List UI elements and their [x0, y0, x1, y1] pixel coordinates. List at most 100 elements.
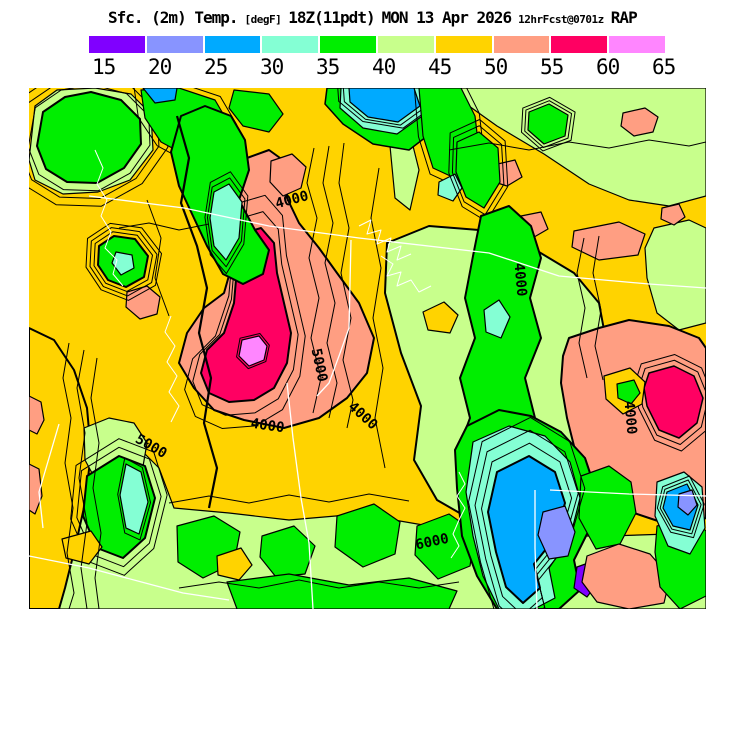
colorbar-tick-label: 45 [428, 55, 452, 79]
green-topleft-peak [36, 91, 142, 184]
salmon-left-sliver [29, 463, 43, 515]
colorbar-segment [89, 36, 145, 53]
green-top-spot [228, 89, 284, 133]
green-left-peak-contour-ring [93, 231, 154, 292]
colorbar-tick-label: 50 [484, 55, 508, 79]
green-bottom-blob [414, 513, 476, 580]
geographic-boundary-line [549, 489, 706, 497]
geographic-boundary-line [38, 423, 60, 529]
green-bottomleft-peak-contour-ring [76, 446, 162, 568]
colorbar-segment [433, 36, 492, 53]
colorbar-tick-labels: 15 20 25 30 35 40 45 50 55 60 65 [0, 55, 734, 81]
colorbar-tick-label: 35 [316, 55, 340, 79]
periwinkle-patch [537, 505, 576, 560]
crimson-right [643, 365, 704, 439]
colorbar-tick-label: 30 [260, 55, 284, 79]
pink-core [238, 335, 268, 367]
blue-coldpool-contour-ring [468, 416, 586, 609]
elevation-contour-line [576, 237, 588, 379]
gold-speck-center [422, 301, 459, 334]
blue-topcenter-contour-ring [342, 88, 427, 126]
elevation-contour-line [118, 222, 210, 231]
salmon-patch [620, 107, 659, 137]
elevation-contour-label: 4000 [621, 400, 640, 435]
title-segment: 18Z(11pdt) [288, 8, 375, 27]
salmon-patch [660, 203, 686, 226]
crimson-center-contour-ring [192, 211, 299, 416]
colorbar-segment [318, 36, 376, 53]
elevation-contour-line [322, 145, 338, 419]
title-segment: MON 13 Apr 2026 [381, 8, 512, 27]
green-bottomleft-peak-contour-ring [70, 438, 168, 576]
green-bottom-blob [259, 525, 316, 578]
colorbar-tick-label: 60 [596, 55, 620, 79]
elevation-contour-label: 5000 [308, 347, 331, 383]
gold-bottom-patch [216, 547, 253, 581]
geographic-boundary-line [88, 195, 706, 289]
elevation-contour-line [90, 357, 102, 609]
elevation-contour-label: 4000 [250, 416, 286, 437]
green-topleft-peak-contour-ring [29, 88, 151, 192]
elevation-contour-label: 6000 [414, 531, 450, 554]
title-segment: RAP [610, 8, 638, 27]
aqua-band-west-contour-ring [206, 177, 246, 268]
aqua-band-west-contour-ring [204, 171, 249, 275]
salmon-patch [125, 285, 161, 320]
aqua-core [111, 251, 135, 276]
green-band-right [578, 465, 637, 550]
colorbar-segment [375, 36, 434, 53]
salmon-left-sliver [29, 395, 45, 435]
green-mid-blob [455, 131, 501, 209]
colorbar-segment [260, 36, 319, 53]
aqua-speck [483, 299, 511, 339]
green-left-peak-contour-ring [85, 222, 163, 301]
elevation-contour-line [76, 349, 88, 609]
map-title: Sfc. (2m) Temp. [degF] 18Z(11pdt) MON 13 Ap… [108, 8, 638, 27]
geographic-boundary-line [358, 219, 412, 261]
temperature-colorbar [89, 36, 665, 53]
elevation-contour-line [448, 139, 706, 151]
geographic-boundary-line [29, 555, 230, 601]
colorbar-tick-label: 65 [652, 55, 676, 79]
crimson-center-contour-ring [184, 194, 306, 429]
geographic-boundary-line [450, 471, 466, 559]
geographic-boundary-line [316, 239, 352, 397]
green-topright-blob [527, 103, 569, 145]
green-mid-blob-contour-ring [451, 125, 505, 216]
colorbar-segment [607, 36, 665, 53]
green-left-peak-contour-ring [89, 227, 158, 297]
blue-topcenter-contour-ring [337, 88, 434, 129]
green-topright-blob-contour-ring [524, 100, 573, 148]
elevation-contour-line [146, 199, 170, 317]
aqua-band-bottomleft [119, 463, 149, 535]
green-bottom-blob [334, 503, 401, 568]
geographic-boundary-line [534, 490, 538, 609]
blue-topcenter [348, 88, 421, 123]
colorbar-tick-label: 55 [540, 55, 564, 79]
pink-core-contour-ring [236, 333, 270, 370]
title-segment: [degF] [244, 13, 282, 26]
elevation-contour-line [306, 147, 322, 414]
elevation-contour-line [62, 342, 75, 609]
salmon-bottomright [581, 543, 671, 609]
geographic-boundary-line [380, 255, 432, 293]
green-topright-blob-contour-ring [520, 96, 576, 152]
geographic-boundary-line [164, 315, 180, 423]
colorbar-tick-label: 40 [372, 55, 396, 79]
elevation-contour-line [370, 167, 386, 469]
aqua-band-west [209, 183, 243, 261]
elevation-contour-line [592, 235, 604, 381]
salmon-patch [269, 153, 307, 197]
colorbar-tick-label: 25 [204, 55, 228, 79]
colorbar-segment [549, 36, 608, 53]
colorbar-tick-label: 15 [92, 55, 116, 79]
elevation-contour-line [168, 493, 410, 504]
green-speck-right [616, 379, 641, 405]
blue-top-spot [142, 88, 178, 104]
blue-rightedge-contour-ring [659, 479, 702, 535]
aqua-band-bottomleft-contour-ring [117, 457, 151, 541]
colorbar-segment [202, 36, 261, 53]
green-mid-blob-contour-ring [448, 119, 509, 222]
